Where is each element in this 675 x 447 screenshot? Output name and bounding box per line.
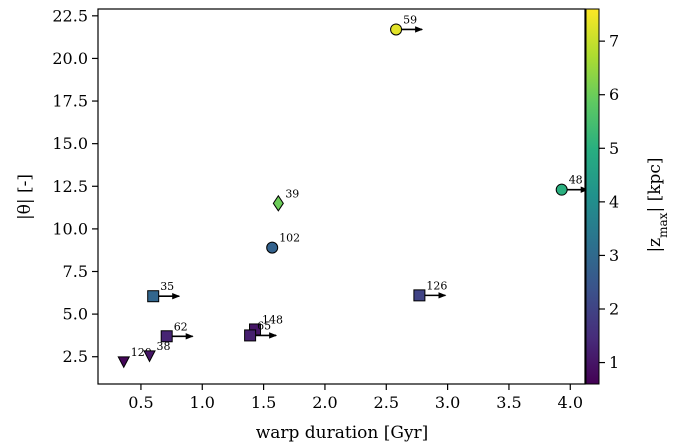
point-label: 48 [569,174,583,187]
y-tick-label: 22.5 [52,6,88,25]
triangle-down-marker [143,350,156,363]
circle-marker [390,23,403,36]
plot-frame [97,8,586,385]
y-tick-label: 7.5 [63,262,88,281]
colorbar-tick-label: 5 [609,139,619,158]
colorbar-tick-label: 1 [609,353,619,372]
y-tick-label: 15.0 [52,134,88,153]
x-tick-label: 4.0 [558,393,583,412]
colorbar-gradient [585,8,600,385]
triangle-down-marker [117,356,131,369]
x-axis-ticks: 0.5 1.0 1.5 2.0 2.5 3.0 3.5 4.0 [128,384,583,412]
y-axis-ticks: 2.5 5.0 7.5 10.0 12.5 15.0 17.5 20.0 22.5 [52,6,98,366]
circle-marker [555,183,568,196]
colorbar-tick-label: 6 [609,85,619,104]
point-label: 39 [285,187,299,200]
data-point: 102 [266,232,300,254]
data-point: 59 [390,13,424,36]
data-point: 35 [147,280,181,303]
y-tick-label: 12.5 [52,177,88,196]
point-label: 62 [174,320,188,333]
data-point: 126 [413,279,447,302]
point-label: 35 [160,280,174,293]
colorbar-tick-label: 3 [609,246,619,265]
square-marker [413,289,426,302]
colorbar-ticks: 1 2 3 4 5 6 7 [599,32,619,372]
data-point: 39 [272,187,299,212]
x-tick-label: 3.5 [496,393,521,412]
y-axis-label: |θ| [-] [15,174,35,220]
point-label: 102 [279,232,300,245]
colorbar-tick-label: 2 [609,300,619,319]
point-label: 148 [262,313,283,326]
x-tick-label: 1.0 [190,393,215,412]
x-tick-label: 0.5 [128,393,153,412]
colorbar-tick-label: 4 [609,192,619,211]
square-marker [147,290,160,303]
data-point: 65 [244,319,278,342]
y-tick-label: 17.5 [52,92,88,111]
data-point: 48 [555,174,589,196]
point-label: 59 [403,13,417,26]
plot-area: 2.5 5.0 7.5 10.0 12.5 15.0 17.5 20.0 22.5 0.5 1.0… [52,6,589,412]
x-tick-label: 3.0 [435,393,460,412]
x-tick-label: 2.0 [312,393,337,412]
point-label: 65 [257,319,271,332]
data-point: 38 [143,340,171,363]
y-tick-label: 20.0 [52,49,88,68]
point-label: 126 [426,279,447,292]
circle-marker [266,241,279,254]
point-label: 38 [157,340,171,353]
x-tick-label: 1.5 [251,393,276,412]
y-tick-label: 2.5 [63,347,88,366]
data-point: 62 [160,320,194,343]
y-tick-label: 10.0 [52,219,88,238]
colorbar-tick-label: 7 [609,32,619,51]
y-tick-label: 5.0 [63,305,88,324]
x-axis-label: warp duration [Gyr] [256,423,429,443]
x-tick-label: 2.5 [374,393,399,412]
square-marker [244,329,257,342]
diamond-marker [272,194,284,212]
colorbar: 1 2 3 4 5 6 7 |zmax| [kpc] [585,8,670,385]
colorbar-label: |zmax| [kpc] [645,157,670,252]
square-marker [160,330,173,343]
